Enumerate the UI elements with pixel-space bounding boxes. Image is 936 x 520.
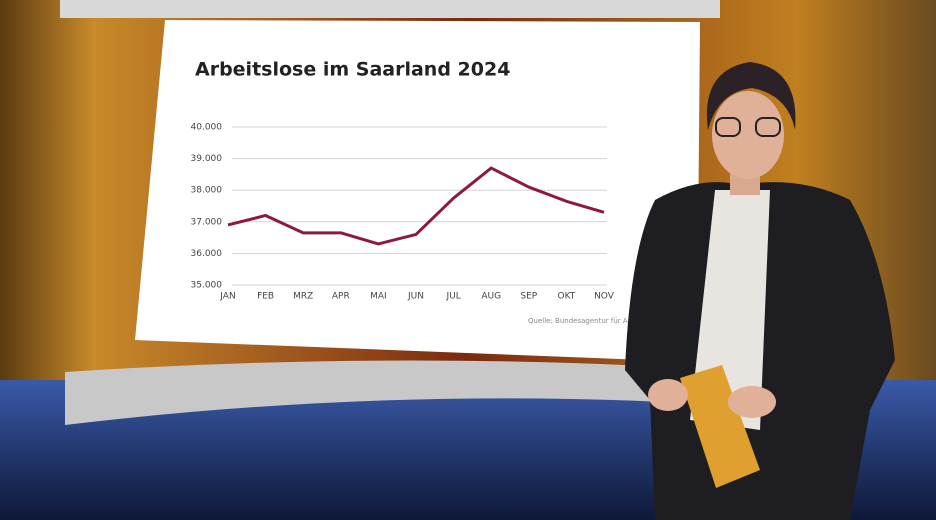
y-tick-label: 40.000 xyxy=(191,123,223,133)
y-tick-label: 38.000 xyxy=(191,186,223,196)
face xyxy=(712,91,784,179)
data-line xyxy=(227,166,605,246)
plot: 35.000 36.000 37.000 38.000 39.000 40.000 JAN F… xyxy=(191,123,615,302)
y-tick-label: 37.000 xyxy=(191,217,223,227)
y-tick-label: 35.000 xyxy=(191,281,223,291)
chart-board xyxy=(135,20,700,362)
x-tick-label: NOV xyxy=(594,292,615,302)
x-tick-label: FEB xyxy=(257,292,274,302)
script-card xyxy=(680,365,760,488)
x-tick-label: OKT xyxy=(558,292,576,302)
hand xyxy=(648,379,688,411)
top-frame xyxy=(60,0,720,18)
presenter xyxy=(625,62,895,520)
y-tick-label: 39.000 xyxy=(191,154,223,164)
y-tick-label: 36.000 xyxy=(191,249,223,259)
source-note: Quelle: Bundesagentur für Ar xyxy=(528,317,631,325)
hair xyxy=(706,62,796,130)
screen-frame xyxy=(65,360,720,425)
x-tick-label: MRZ xyxy=(293,292,313,302)
x-tick-label: AUG xyxy=(481,292,501,302)
x-tick-label: JUL xyxy=(445,292,460,302)
glasses xyxy=(715,117,741,137)
x-tick-label: APR xyxy=(332,292,350,302)
x-tick-label: JAN xyxy=(219,292,235,302)
x-tick-label: JUN xyxy=(407,292,424,302)
x-tick-label: SEP xyxy=(520,292,537,302)
hand xyxy=(728,386,776,418)
glasses xyxy=(755,117,781,137)
chart-title: Arbeitslose im Saarland 2024 xyxy=(195,59,510,81)
x-tick-label: MAI xyxy=(370,292,387,302)
